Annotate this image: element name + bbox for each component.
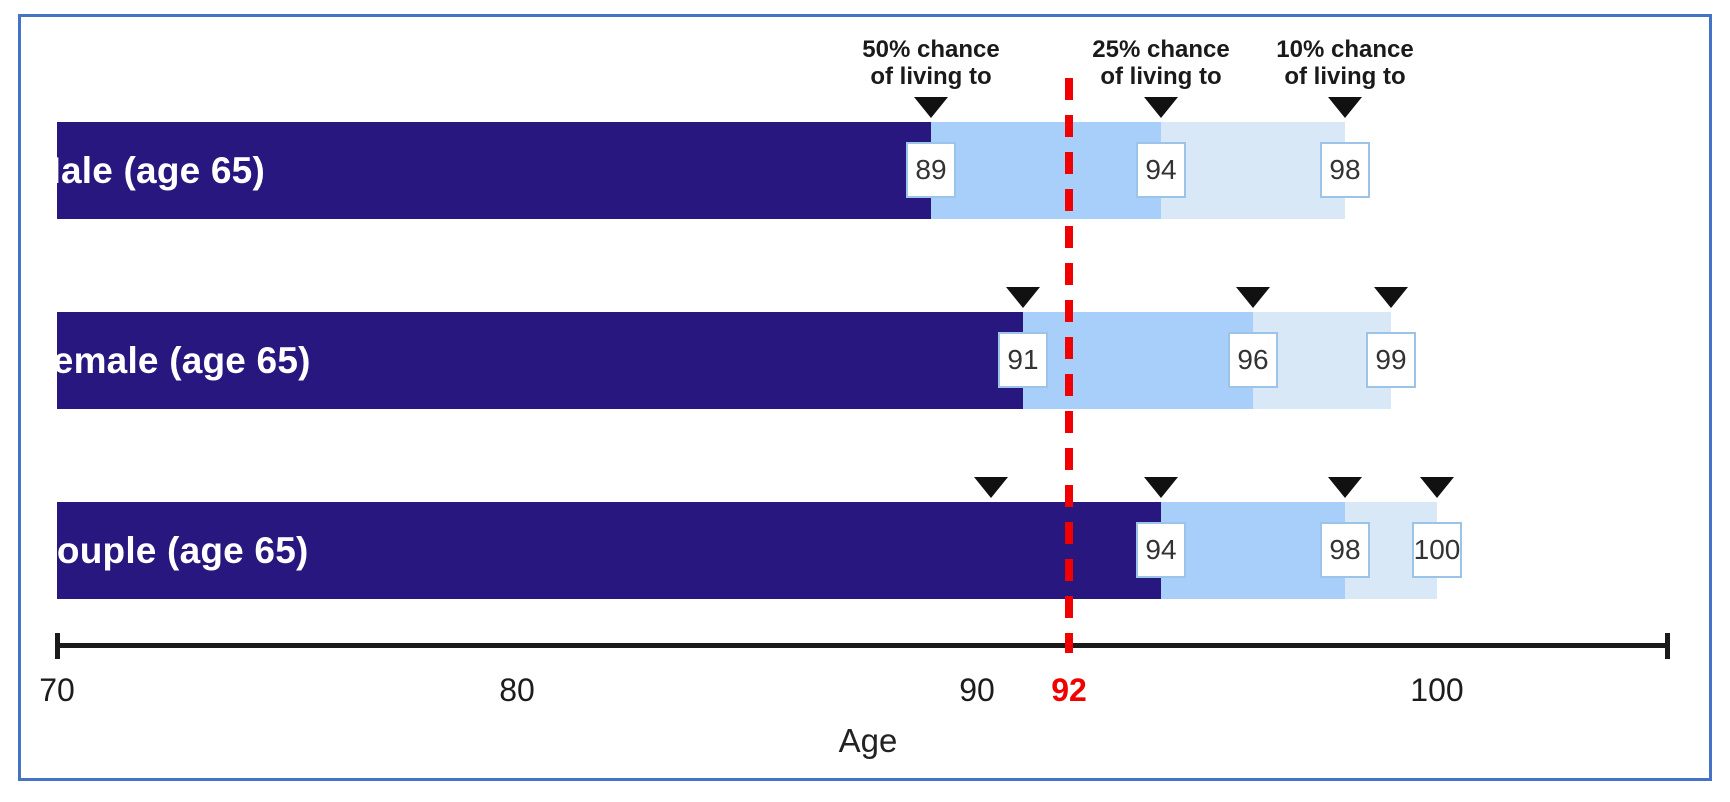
marker-triangle-icon xyxy=(1328,97,1362,118)
value-box: 100 xyxy=(1412,522,1462,578)
marker-triangle-icon xyxy=(973,477,1008,498)
header-line1: 25% chance xyxy=(1092,36,1230,63)
segment-25pct xyxy=(1023,312,1253,409)
header-line2: of living to xyxy=(870,63,992,90)
marker-triangle-icon xyxy=(1374,287,1408,308)
segment-25pct xyxy=(931,122,1161,219)
column-header-50pct: 50% chance of living to xyxy=(862,36,999,90)
axis-end-tick xyxy=(1665,633,1670,659)
marker-triangle-icon xyxy=(1236,287,1270,308)
header-line1: 10% chance xyxy=(1276,36,1414,63)
tick-label-80: 80 xyxy=(499,672,535,708)
bar-label: Couple (age 65) xyxy=(30,529,309,571)
marker-triangle-icon xyxy=(1420,477,1454,498)
segment-50pct xyxy=(57,502,1161,599)
tick-label-92-highlight: 92 xyxy=(1051,672,1087,708)
bar-row-couple: Couple (age 65) xyxy=(0,502,1730,599)
header-line2: of living to xyxy=(1100,63,1222,90)
segment-50pct xyxy=(57,312,1023,409)
bar-label: Male (age 65) xyxy=(30,149,265,191)
marker-triangle-icon xyxy=(1328,477,1362,498)
segment-50pct xyxy=(57,122,931,219)
segment-25pct xyxy=(1161,502,1345,599)
header-line2: of living to xyxy=(1284,63,1406,90)
bar-row-male: Male (age 65) xyxy=(0,122,1730,219)
tick-label-70: 70 xyxy=(39,672,75,708)
x-axis-line xyxy=(57,643,1667,648)
marker-triangle-icon xyxy=(1006,287,1040,308)
value-box: 98 xyxy=(1320,522,1370,578)
axis-end-tick xyxy=(55,633,60,659)
marker-triangle-icon xyxy=(914,97,948,118)
marker-triangle-icon xyxy=(1144,477,1178,498)
segment-10pct xyxy=(1161,122,1345,219)
value-box: 96 xyxy=(1228,332,1278,388)
value-box: 94 xyxy=(1136,142,1186,198)
value-box: 98 xyxy=(1320,142,1370,198)
header-line1: 50% chance xyxy=(862,36,1000,63)
marker-triangle-icon xyxy=(1144,97,1178,118)
column-header-10pct: 10% chance of living to xyxy=(1276,36,1413,90)
bar-row-female: Female (age 65) xyxy=(0,312,1730,409)
column-header-25pct: 25% chance of living to xyxy=(1092,36,1229,90)
tick-label-100: 100 xyxy=(1410,672,1464,708)
x-axis-title: Age xyxy=(838,722,898,759)
value-box: 89 xyxy=(906,142,956,198)
reference-line-92 xyxy=(1065,78,1073,653)
value-box: 99 xyxy=(1366,332,1416,388)
bar-label: Female (age 65) xyxy=(30,339,311,381)
tick-label-90: 90 xyxy=(959,672,995,708)
value-box: 94 xyxy=(1136,522,1186,578)
value-box: 91 xyxy=(998,332,1048,388)
